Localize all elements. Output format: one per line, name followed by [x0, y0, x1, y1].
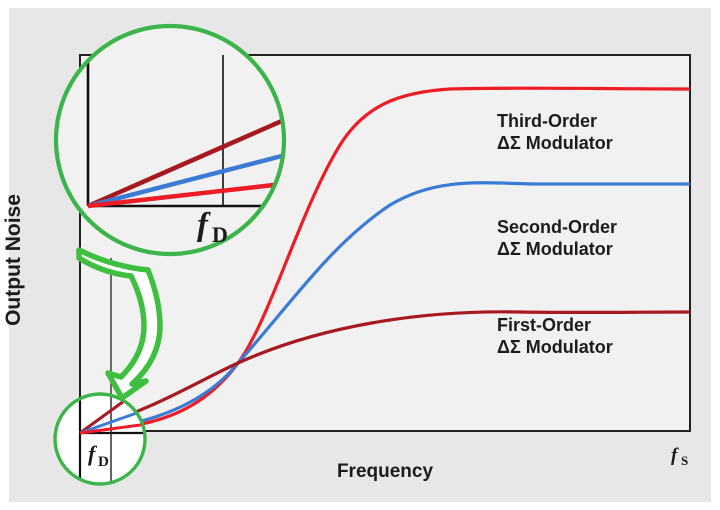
- svg-text:Third-Order: Third-Order: [497, 111, 597, 131]
- svg-text:ΔΣ Modulator: ΔΣ Modulator: [497, 133, 613, 153]
- svg-text:Frequency: Frequency: [337, 461, 434, 482]
- svg-text:Second-Order: Second-Order: [497, 217, 617, 237]
- svg-text:f: f: [671, 445, 679, 466]
- svg-text:S: S: [681, 453, 688, 468]
- svg-text:Output Noise: Output Noise: [2, 194, 25, 326]
- svg-text:D: D: [98, 454, 109, 470]
- svg-text:First-Order: First-Order: [497, 315, 591, 335]
- svg-text:ΔΣ Modulator: ΔΣ Modulator: [497, 337, 613, 357]
- svg-text:ΔΣ Modulator: ΔΣ Modulator: [497, 239, 613, 259]
- svg-text:D: D: [212, 222, 228, 247]
